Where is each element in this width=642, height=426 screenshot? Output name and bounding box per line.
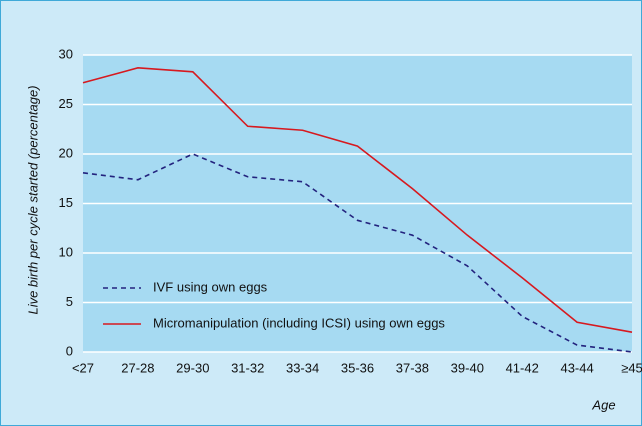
x-tick-label: 35-36	[341, 360, 374, 375]
x-tick-label: 41-42	[506, 360, 539, 375]
x-tick-label: 29-30	[176, 360, 209, 375]
y-tick-label: 25	[59, 96, 73, 111]
x-tick-label: 31-32	[231, 360, 264, 375]
y-axis-label: Live birth per cycle started (percentage…	[25, 85, 40, 314]
line-series	[82, 67, 633, 333]
x-tick-label: 27-28	[121, 360, 154, 375]
y-tick-label: 30	[59, 46, 73, 61]
line-series	[82, 153, 633, 353]
y-tick-label: 20	[59, 145, 73, 160]
y-tick-label: 10	[59, 244, 73, 259]
x-tick-label: ≥45	[621, 360, 642, 375]
x-axis-label: Age	[591, 397, 615, 412]
legend-label: IVF using own eggs	[153, 279, 268, 294]
x-tick-label: 39-40	[451, 360, 484, 375]
y-tick-label: 5	[66, 294, 73, 309]
y-tick-label: 0	[66, 343, 73, 358]
x-tick-label: <27	[72, 360, 94, 375]
y-tick-label: 15	[59, 195, 73, 210]
x-tick-label: 37-38	[396, 360, 429, 375]
legend-label: Micromanipulation (including ICSI) using…	[153, 315, 445, 330]
x-tick-label: 33-34	[286, 360, 319, 375]
x-tick-label: 43-44	[560, 360, 593, 375]
